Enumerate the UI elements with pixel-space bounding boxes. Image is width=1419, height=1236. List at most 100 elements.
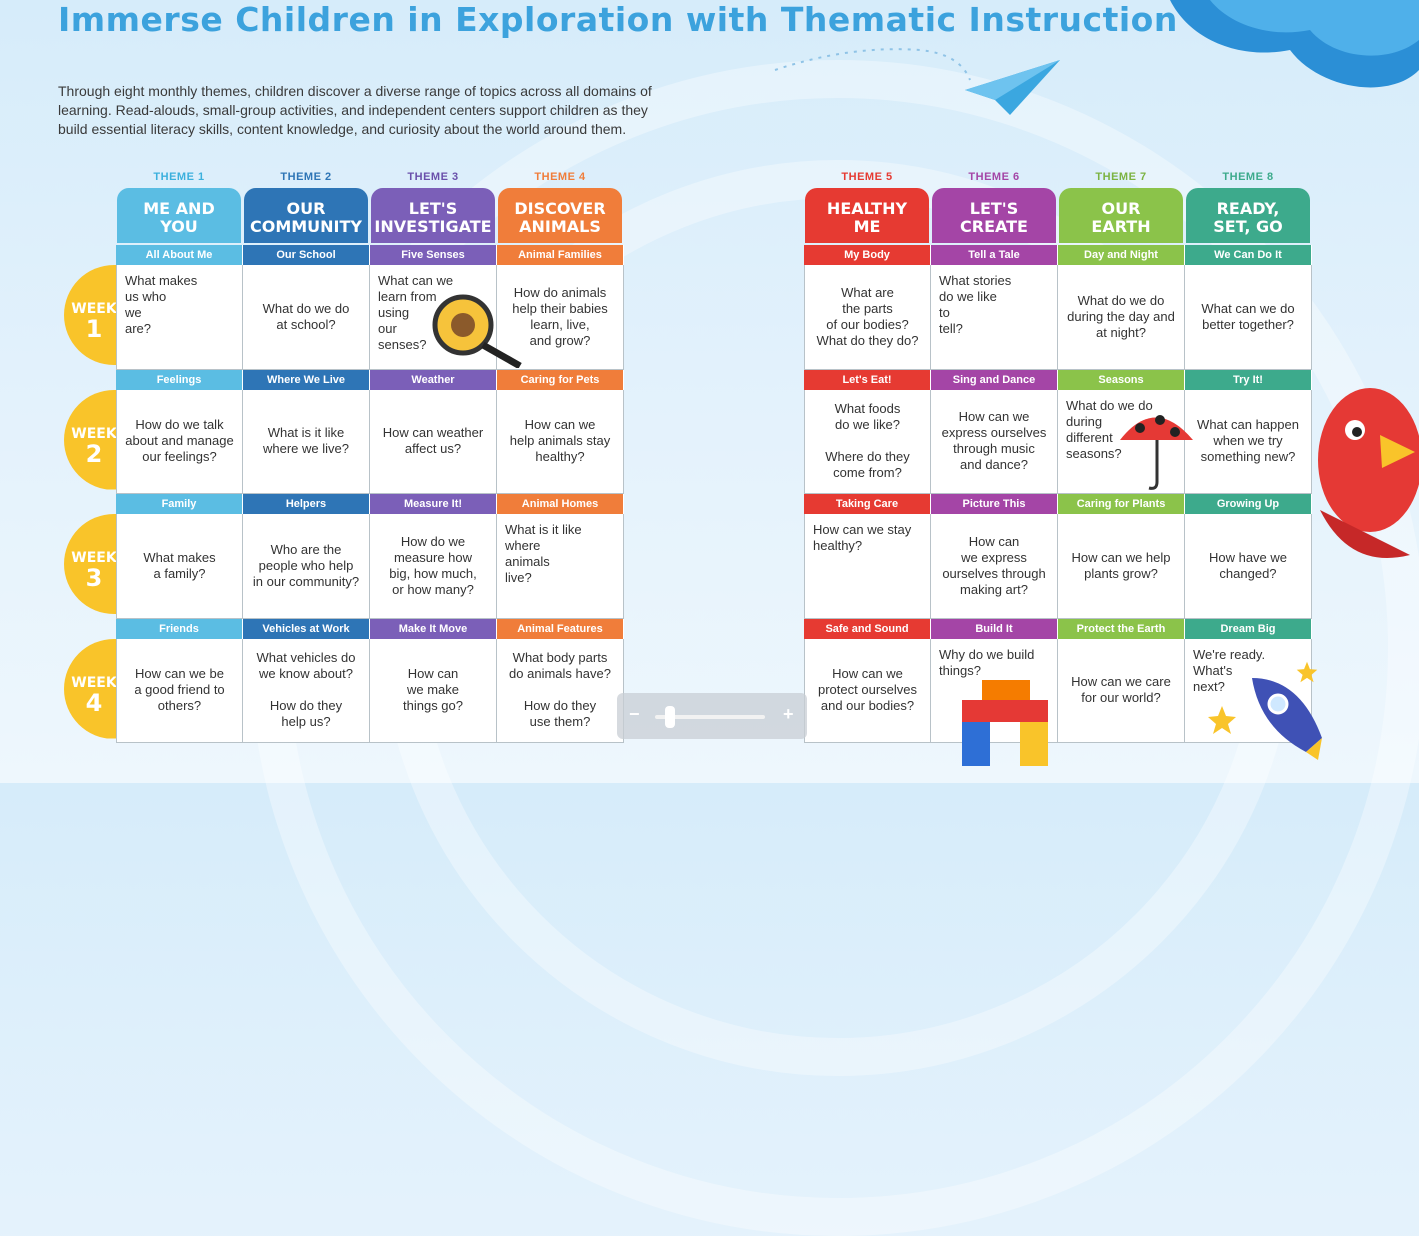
zoom-control: − + — [617, 693, 807, 739]
ladybug-umbrella-icon — [1120, 415, 1193, 490]
week-topic: Dream Big — [1185, 618, 1312, 639]
week-question: What is it like where we live? — [243, 389, 370, 494]
magnifying-glass-icon — [432, 294, 522, 368]
zoom-out-button[interactable]: − — [629, 704, 640, 724]
week-topic: Tell a Tale — [931, 245, 1058, 265]
week-topic: Seasons — [1058, 369, 1185, 390]
week-badge-number: 1 — [85, 315, 103, 343]
week-badge-label: WEEK — [71, 550, 117, 566]
week-question: What vehicles do we know about? How do t… — [243, 638, 370, 743]
theme-number: THEME 7 — [1095, 171, 1147, 183]
week-topic: Caring for Pets — [497, 369, 624, 390]
star-icon — [1208, 706, 1236, 734]
week-topic: Weather — [370, 369, 497, 390]
week-question: What foods do we like? Where do they com… — [804, 389, 931, 494]
week-topic: Measure It! — [370, 494, 497, 514]
week-topic: Animal Homes — [497, 494, 624, 514]
themes-grid-left: THEME 1 ME AND YOU All About Me What makes … — [116, 171, 624, 743]
week-question: How do we talk about and manage our feel… — [116, 389, 243, 494]
parrot-icon — [1318, 388, 1419, 558]
week-question: How can we make things go? — [370, 638, 497, 743]
intro-paragraph: Through eight monthly themes, children d… — [58, 83, 652, 137]
week-question: What makes us who we are? — [116, 265, 243, 370]
week-question: What stories do we like to tell? — [931, 265, 1058, 370]
theme-number: THEME 3 — [407, 171, 459, 183]
paper-plane-icon — [774, 48, 1060, 115]
week-question: What are the parts of our bodies? What d… — [804, 265, 931, 370]
week-question: Who are the people who help in our commu… — [243, 514, 370, 619]
week-topic: Animal Families — [497, 245, 624, 265]
theme-tab-ready-set-go[interactable]: READY, SET, GO — [1186, 188, 1310, 243]
week-badge-number: 3 — [85, 564, 103, 592]
week-question: What body parts do animals have? How do … — [497, 638, 624, 743]
week-topic: Family — [116, 494, 243, 514]
week-question: How can we care for our world? — [1058, 638, 1185, 743]
week-topic: Taking Care — [804, 494, 931, 514]
week-topic: Build It — [931, 618, 1058, 639]
week-badge-label: WEEK — [71, 674, 117, 691]
week-badge-label: WEEK — [71, 301, 117, 317]
theme-number: THEME 4 — [534, 171, 586, 183]
week-topic: Make It Move — [370, 618, 497, 639]
week-topic: Animal Features — [497, 618, 624, 639]
week-question: What do we do during different seasons? — [1058, 389, 1185, 494]
week-topic: Feelings — [116, 369, 243, 390]
week-question: How can we stay healthy? — [804, 514, 931, 619]
week-question: How do animals help their babies learn, … — [497, 265, 624, 370]
week-question: How can we help animals stay healthy? — [497, 389, 624, 494]
week-question: What can happen when we try something ne… — [1185, 389, 1312, 494]
page-title: Immerse Children in Exploration with The… — [58, 0, 1178, 39]
week-question: How can we be a good friend to others? — [116, 638, 243, 743]
zoom-slider-track[interactable] — [655, 715, 765, 719]
week-question: How can we protect ourselves and our bod… — [804, 638, 931, 743]
week-question: How do we measure how big, how much, or … — [370, 514, 497, 619]
week-topic: Friends — [116, 618, 243, 639]
week-question: What is it like where animals live? — [497, 514, 624, 619]
week-topic: Try It! — [1185, 369, 1312, 390]
theme-number: THEME 2 — [280, 171, 332, 183]
week-question: What do we do during the day and at nigh… — [1058, 265, 1185, 370]
week-topic: Let's Eat! — [804, 369, 931, 390]
week-topic: Where We Live — [243, 369, 370, 390]
week-badge-number: 2 — [85, 439, 103, 468]
theme-tab-our-community[interactable]: OUR COMMUNITY — [244, 188, 368, 243]
zoom-in-button[interactable]: + — [783, 704, 794, 724]
theme-tab-me-and-you[interactable]: ME AND YOU — [117, 188, 241, 243]
theme-number: THEME 8 — [1222, 171, 1274, 183]
week-question: How can weather affect us? — [370, 389, 497, 494]
rocket-icon — [1252, 678, 1322, 760]
week-topic: Five Senses — [370, 245, 497, 265]
theme-number: THEME 1 — [153, 171, 205, 183]
week-question: What makes a family? — [116, 514, 243, 619]
cloud-decoration — [1170, 0, 1419, 88]
week-topic: Caring for Plants — [1058, 494, 1185, 514]
week-topic: Helpers — [243, 494, 370, 514]
themes-grid-right: THEME 5 HEALTHY ME My Body What are the par… — [804, 171, 1312, 743]
week-topic: Safe and Sound — [804, 618, 931, 639]
week-question: What can we do better together? — [1185, 265, 1312, 370]
theme-number: THEME 6 — [968, 171, 1020, 183]
week-badge-number: 4 — [85, 688, 103, 717]
week-badge-label: WEEK — [71, 425, 117, 442]
week-topic: Day and Night — [1058, 245, 1185, 265]
theme-number: THEME 5 — [841, 171, 893, 183]
week-question: How can we express ourselves through mus… — [931, 389, 1058, 494]
theme-tab-let-s-investigate[interactable]: LET'S INVESTIGATE — [371, 188, 495, 243]
theme-tab-healthy-me[interactable]: HEALTHY ME — [805, 188, 929, 243]
week-topic: Growing Up — [1185, 494, 1312, 514]
theme-tab-discover-animals[interactable]: DISCOVER ANIMALS — [498, 188, 622, 243]
week-topic: Protect the Earth — [1058, 618, 1185, 639]
week-topic: We Can Do It — [1185, 245, 1312, 265]
week-question: How can we express ourselves through mak… — [931, 514, 1058, 619]
week-topic: Our School — [243, 245, 370, 265]
week-topic: Picture This — [931, 494, 1058, 514]
week-topic: Sing and Dance — [931, 369, 1058, 390]
theme-tab-let-s-create[interactable]: LET'S CREATE — [932, 188, 1056, 243]
week-question: How have we changed? — [1185, 514, 1312, 619]
theme-tab-our-earth[interactable]: OUR EARTH — [1059, 188, 1183, 243]
week-question: How can we help plants grow? — [1058, 514, 1185, 619]
week-topic: Vehicles at Work — [243, 618, 370, 639]
building-blocks-icon — [962, 680, 1048, 766]
star-icon — [1296, 661, 1318, 683]
zoom-slider-handle[interactable] — [665, 706, 675, 728]
